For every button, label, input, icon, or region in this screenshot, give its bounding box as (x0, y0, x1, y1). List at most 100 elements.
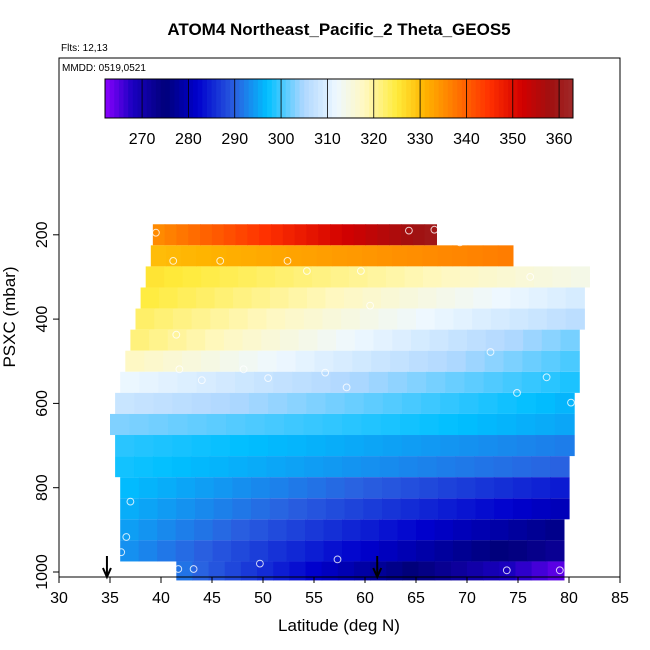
heatmap-cell (276, 350, 297, 372)
colorbar-swatch (420, 79, 426, 118)
heatmap-cell (541, 350, 561, 372)
heatmap-cell (213, 498, 233, 520)
heatmap-cell (477, 413, 498, 436)
heatmap-cell (382, 435, 403, 457)
heatmap-cell (491, 287, 511, 309)
heatmap-cell (266, 308, 286, 330)
heatmap-cell (359, 308, 380, 330)
heatmap-cell (496, 266, 517, 288)
heatmap-cell (191, 392, 212, 414)
x-tick-label: 85 (611, 590, 629, 607)
heatmap-cell (288, 498, 308, 520)
heatmap-cell (401, 392, 422, 414)
heatmap-cell (570, 266, 590, 288)
heatmap-cell (110, 413, 130, 436)
heatmap-cell (322, 413, 343, 436)
heatmap-cell (400, 413, 420, 436)
colorbar-swatch (336, 79, 342, 118)
heatmap-cell (191, 308, 211, 330)
colorbar-swatch (508, 79, 514, 118)
colorbar-swatch (341, 79, 347, 118)
heatmap-cell (229, 435, 250, 457)
heatmap-cell (257, 561, 274, 581)
heatmap-cell (416, 540, 436, 562)
heatmap-cell (194, 519, 214, 541)
heatmap-cell (494, 498, 514, 520)
heatmap-cell (325, 435, 346, 457)
heatmap-cell (436, 456, 457, 478)
colorbar-swatch (105, 79, 111, 118)
heatmap-cell (535, 435, 556, 457)
heatmap-cell (472, 308, 492, 330)
heatmap-cell (219, 350, 240, 372)
heatmap-cell (453, 308, 473, 330)
heatmap-cell (289, 561, 307, 581)
heatmap-cell (407, 245, 423, 267)
heatmap-cell (408, 350, 429, 372)
colorbar-swatch (396, 79, 403, 118)
colorbar-swatch (183, 79, 189, 118)
heatmap-cell (325, 287, 345, 309)
heatmap-cell (446, 350, 467, 372)
heatmap-cell (325, 498, 346, 520)
heatmap-cell (325, 477, 346, 499)
heatmap-cell (424, 224, 437, 246)
sample-point (189, 565, 198, 573)
heatmap-cell (268, 435, 288, 457)
sample-point (567, 398, 575, 407)
colorbar-swatch (244, 79, 250, 118)
colorbar-swatch (248, 79, 254, 118)
colorbar-swatch (257, 79, 264, 118)
heatmap-cell (303, 308, 324, 330)
heatmap-cell (337, 561, 355, 581)
plot-frame (58, 57, 621, 578)
sample-point (106, 404, 114, 413)
colorbar-swatch (345, 79, 352, 118)
heatmap-cell (212, 519, 232, 541)
heatmap-cell (294, 224, 308, 246)
colorbar-swatch (327, 79, 333, 118)
heatmap-cell (344, 435, 365, 457)
colorbar-tick-label: 310 (314, 131, 341, 148)
heatmap-cell (550, 456, 570, 478)
heatmap-cell (330, 266, 350, 288)
heatmap-cell (175, 540, 195, 562)
heatmap-cell (134, 435, 154, 457)
colorbar-swatch (471, 79, 477, 118)
heatmap-cell (535, 392, 556, 414)
colorbar-swatch (165, 79, 171, 118)
heatmap-cell (305, 519, 325, 541)
heatmap-cell (438, 413, 459, 436)
x-tick-label: 40 (152, 590, 170, 607)
heatmap-cell (344, 392, 365, 414)
heatmap-cell (210, 435, 231, 457)
colorbar-swatch (401, 79, 407, 118)
heatmap-cell (264, 413, 285, 436)
heatmap-cell (353, 561, 371, 581)
sample-point (526, 273, 535, 281)
heatmap-cell (249, 540, 269, 562)
heatmap-cell (330, 224, 343, 246)
heatmap-cell (256, 245, 273, 267)
heatmap-cell (210, 308, 230, 330)
heatmap-cell (478, 266, 498, 288)
heatmap-cell (423, 266, 443, 288)
heatmap-cell (521, 371, 542, 393)
sample-point (513, 389, 521, 397)
heatmap-cell (531, 561, 549, 581)
heatmap-cell (226, 245, 242, 267)
heatmap-cell (464, 371, 485, 393)
colorbar-swatch (535, 79, 542, 118)
sample-point (456, 238, 464, 247)
heatmap-cell (419, 498, 439, 520)
heatmap-cell (436, 287, 456, 309)
heatmap-cell (306, 287, 327, 309)
heatmap-cell (397, 540, 417, 562)
colorbar-swatch (285, 79, 291, 118)
sample-point (264, 374, 273, 383)
heatmap-cell (172, 308, 193, 330)
heatmap-cell (286, 245, 303, 267)
heatmap-cell (135, 308, 155, 330)
heatmap-cell (130, 329, 150, 351)
x-tick-label: 80 (560, 590, 578, 607)
